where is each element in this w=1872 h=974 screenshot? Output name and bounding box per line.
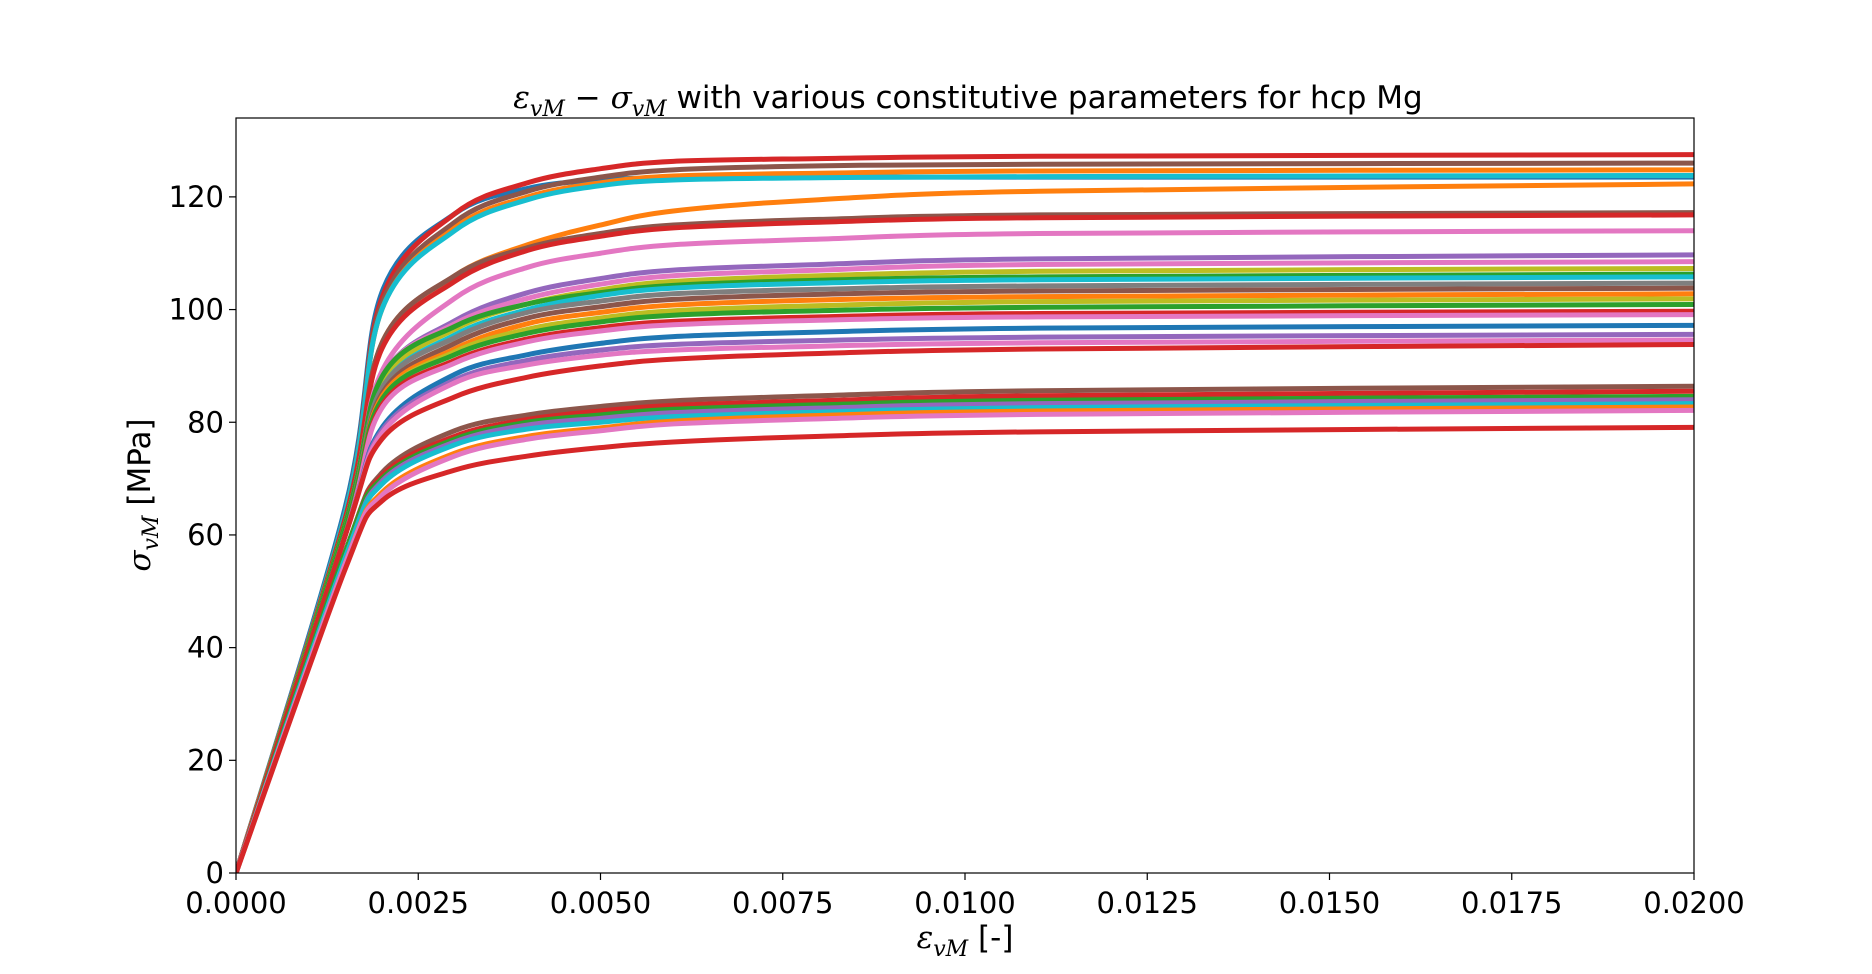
y-label-unit: [MPa] [122, 418, 158, 515]
y-label-subscript: vM [139, 515, 164, 550]
y-label-sigma: σ [122, 550, 158, 572]
x-tick-label: 0.0125 [1097, 886, 1198, 920]
x-tick-label: 0.0100 [914, 886, 1015, 920]
title-epsilon: ε [513, 80, 530, 116]
title-sigma: σ [611, 80, 633, 116]
y-tick-label: 40 [187, 631, 224, 665]
x-label-subscript: vM [933, 937, 968, 962]
y-tick-label: 20 [187, 743, 224, 777]
x-tick-label: 0.0175 [1461, 886, 1562, 920]
x-tick-label: 0.0150 [1279, 886, 1380, 920]
x-tick-label: 0.0000 [185, 886, 286, 920]
x-axis-label: εvM [-] [917, 920, 1014, 962]
y-tick-label: 120 [169, 180, 224, 214]
y-axis-ticks: 0 20 40 60 80 100 120 [169, 180, 236, 890]
series-line-33 [236, 424, 1694, 873]
y-tick-label: 80 [187, 405, 224, 439]
y-axis-label: σvM [MPa] [122, 418, 164, 571]
x-label-unit: [-] [968, 920, 1013, 956]
x-tick-label: 0.0075 [732, 886, 833, 920]
series-line-25 [236, 342, 1694, 873]
title-rest: with various constitutive parameters for… [667, 80, 1423, 116]
x-tick-label: 0.0050 [550, 886, 651, 920]
y-tick-label: 100 [169, 293, 224, 327]
x-label-epsilon: ε [917, 920, 934, 956]
y-tick-label: 0 [206, 856, 224, 890]
x-tick-label: 0.0200 [1643, 886, 1744, 920]
x-axis-ticks: 0.0000 0.0025 0.0050 0.0075 0.0100 0.0125 0.01… [185, 873, 1745, 920]
y-tick-label: 60 [187, 518, 224, 552]
series-layer [236, 152, 1694, 873]
title-minus: − [565, 80, 611, 116]
x-tick-label: 0.0025 [368, 886, 469, 920]
